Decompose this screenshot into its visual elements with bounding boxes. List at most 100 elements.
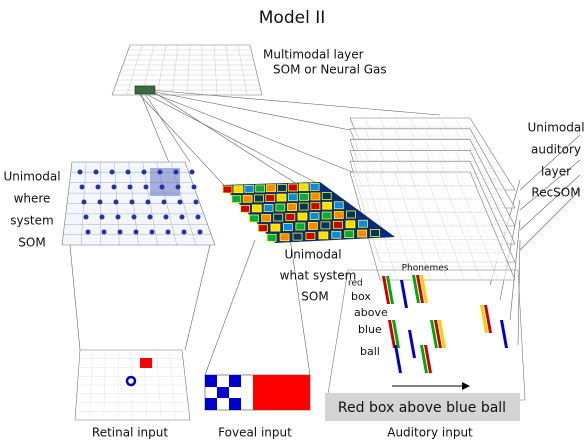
red-object xyxy=(140,358,152,368)
what-cell xyxy=(293,233,302,240)
where-dot xyxy=(182,230,187,235)
phoneme-bars xyxy=(382,275,508,373)
what-cell xyxy=(274,214,283,221)
where-dot xyxy=(196,215,201,220)
what-cell xyxy=(358,230,367,237)
what-cell xyxy=(243,195,252,202)
what-cell xyxy=(271,224,280,231)
what-cell xyxy=(252,205,261,212)
what-cell xyxy=(346,211,355,218)
where-dot xyxy=(118,230,123,235)
where-dot xyxy=(192,185,197,190)
where-dot xyxy=(194,200,199,205)
title: Model II xyxy=(259,8,325,28)
label: layer xyxy=(541,165,571,179)
winner-unit xyxy=(135,86,155,94)
what-cell xyxy=(245,185,254,192)
what-cell xyxy=(322,193,331,200)
where-dot xyxy=(162,200,167,205)
label: system xyxy=(10,214,53,228)
where-dot xyxy=(94,170,99,175)
where-dot xyxy=(198,230,203,235)
word: above xyxy=(354,306,388,319)
what-cell xyxy=(277,184,286,191)
where-dot xyxy=(144,185,149,190)
where-dot xyxy=(96,185,101,190)
word: blue xyxy=(358,323,382,336)
word: box xyxy=(351,290,371,303)
label: Multimodal layer xyxy=(263,48,364,62)
label: RecSOM xyxy=(531,186,580,200)
where-dot xyxy=(86,230,91,235)
what-cell xyxy=(254,195,263,202)
where-dot xyxy=(150,230,155,235)
phoneme-bar xyxy=(394,345,402,373)
what-cell xyxy=(346,221,355,228)
what-cell xyxy=(334,202,343,209)
where-dot xyxy=(78,170,83,175)
what-cell xyxy=(296,223,305,230)
what-cell xyxy=(234,186,243,193)
what-cell xyxy=(306,233,315,240)
what-cell xyxy=(262,215,271,222)
where-dot xyxy=(158,170,163,175)
what-cell xyxy=(283,224,292,231)
what-cell xyxy=(264,204,273,211)
what-cell xyxy=(288,184,297,191)
what-cell xyxy=(256,185,265,192)
diagram: Model II Multimodal layer SOM or Neural … xyxy=(0,0,584,440)
where-dot xyxy=(82,200,87,205)
what-cell xyxy=(266,195,275,202)
where-dot xyxy=(190,170,195,175)
what-cell xyxy=(310,213,319,220)
where-dot xyxy=(98,200,103,205)
sentence: Red box above blue ball xyxy=(338,400,506,416)
label: auditory xyxy=(531,143,581,157)
what-cell xyxy=(310,183,319,190)
what-cell xyxy=(299,184,308,191)
phoneme-bar xyxy=(400,280,408,308)
where-dot xyxy=(146,200,151,205)
phoneme-bar xyxy=(500,320,508,348)
what-cell xyxy=(323,202,332,209)
what-cell xyxy=(311,203,320,210)
what-cell xyxy=(241,205,250,212)
where-dot xyxy=(80,185,85,190)
what-cell xyxy=(311,193,320,200)
where-dot xyxy=(110,170,115,175)
where-dot xyxy=(126,170,131,175)
where-dot xyxy=(114,200,119,205)
where-dot xyxy=(116,215,121,220)
input-label: Foveal input xyxy=(218,426,292,440)
label: where xyxy=(14,192,51,206)
input-label: Auditory input xyxy=(387,426,473,440)
what-cell xyxy=(299,203,308,210)
where-dot xyxy=(128,185,133,190)
what-cell xyxy=(258,225,267,232)
label: Unimodal xyxy=(284,248,341,262)
word: ball xyxy=(360,345,380,358)
what-cell xyxy=(334,212,343,219)
label: SOM xyxy=(301,290,328,304)
what-cell xyxy=(277,194,286,201)
label: SOM or Neural Gas xyxy=(273,63,387,77)
where-dot xyxy=(84,215,89,220)
what-cell xyxy=(287,204,296,211)
where-dot xyxy=(112,185,117,190)
label: Unimodal xyxy=(527,121,584,135)
what-cell xyxy=(332,231,341,238)
where-dot xyxy=(174,170,179,175)
what-cell xyxy=(308,222,317,229)
foveal-patch xyxy=(205,375,310,410)
what-cell xyxy=(371,229,380,236)
where-dot xyxy=(132,215,137,220)
what-cell xyxy=(280,234,289,241)
what-cell xyxy=(298,213,307,220)
where-dot xyxy=(160,185,165,190)
what-cell xyxy=(345,231,354,238)
what-cell xyxy=(286,214,295,221)
arrow-head xyxy=(462,382,470,390)
what-cell xyxy=(232,196,241,203)
what-cell xyxy=(321,222,330,229)
where-dot xyxy=(142,170,147,175)
